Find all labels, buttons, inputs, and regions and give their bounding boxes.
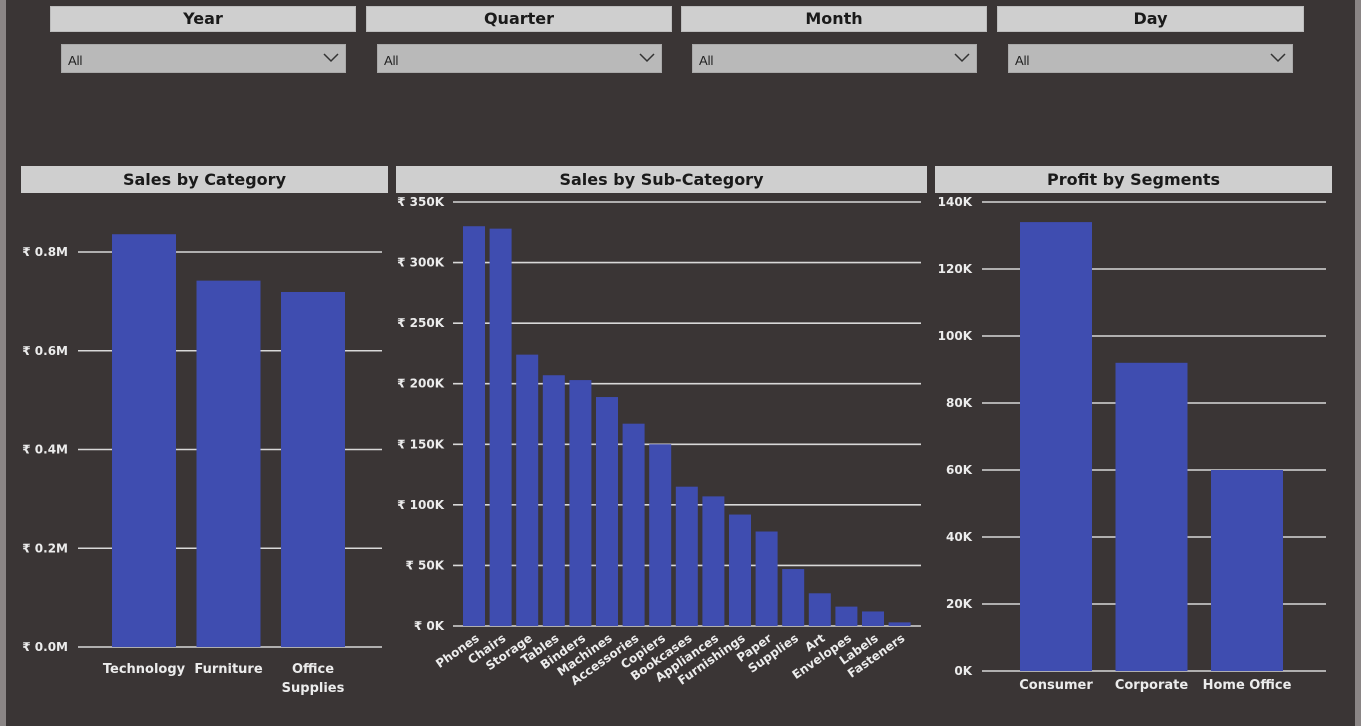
y-tick-label: 120K [938,262,973,276]
bar-copiers[interactable] [649,444,672,626]
chevron-down-icon [639,53,655,63]
bar-paper[interactable] [755,531,778,626]
bar-labels[interactable] [862,611,884,626]
bar-chairs[interactable] [489,228,512,626]
y-tick-label: ₹ 0.4M [22,443,68,457]
bar-corporate[interactable] [1115,362,1188,671]
chart-title-profit-by-segments: Profit by Segments [935,166,1332,193]
slicer-day-header: Day [997,6,1304,32]
slicer-day-value: All [1015,53,1030,68]
y-tick-label: ₹ 0.8M [22,245,68,259]
chevron-down-icon [1270,53,1286,63]
bar-bookcases[interactable] [675,486,698,626]
x-tick-label: Consumer [1019,678,1093,693]
slicer-day-dropdown[interactable]: All [1008,44,1293,73]
bar-office-supplies[interactable] [281,291,345,647]
slicer-quarter-dropdown[interactable]: All [377,44,662,73]
slicer-month-header: Month [681,6,987,32]
y-tick-label: ₹ 0K [414,619,445,633]
bar-consumer[interactable] [1020,222,1092,671]
x-tick-label: Office Supplies [282,662,345,696]
bar-furniture[interactable] [196,280,261,647]
bar-accessories[interactable] [622,423,645,626]
bar-machines[interactable] [596,397,618,626]
y-tick-label: ₹ 250K [397,316,445,330]
slicer-month-value: All [699,53,714,68]
window-frame-right [1355,0,1361,726]
chart-title-sales-by-subcategory: Sales by Sub-Category [396,166,927,193]
y-tick-label: ₹ 0.0M [22,640,68,654]
y-tick-label: ₹ 150K [397,437,445,451]
bar-home-office[interactable] [1211,470,1283,671]
slicer-year-header: Year [50,6,356,32]
slicer-month-dropdown[interactable]: All [692,44,977,73]
slicer-quarter-value: All [384,53,399,68]
x-tick-label: Furniture [194,662,262,677]
chevron-down-icon [323,53,339,63]
slicer-year-value: All [68,53,83,68]
bar-supplies[interactable] [782,569,805,626]
y-tick-label: ₹ 100K [397,498,445,512]
chart-title-sales-by-category: Sales by Category [21,166,388,193]
x-tick-label: Technology [103,662,186,677]
x-tick-label: Corporate [1115,678,1189,693]
y-tick-label: ₹ 50K [405,558,444,572]
window-frame-left [0,0,6,726]
y-tick-label: ₹ 0.6M [22,344,68,358]
chevron-down-icon [954,53,970,63]
bar-tables[interactable] [542,375,565,626]
bar-storage[interactable] [516,354,539,626]
y-tick-label: 60K [946,463,973,477]
x-tick-label: Home Office [1203,678,1292,693]
bar-phones[interactable] [463,226,485,626]
bar-furnishings[interactable] [729,514,751,626]
y-tick-label: ₹ 0.2M [22,541,68,555]
y-tick-label: 40K [946,530,973,544]
bar-fasteners[interactable] [888,622,911,626]
y-tick-label: 100K [938,329,973,343]
y-tick-label: 0K [954,664,972,678]
bar-art[interactable] [808,593,831,626]
bar-appliances[interactable] [702,496,725,626]
y-tick-label: 140K [938,195,973,209]
slicer-year-dropdown[interactable]: All [61,44,346,73]
bar-envelopes[interactable] [835,606,858,626]
y-tick-label: 80K [946,396,973,410]
y-tick-label: ₹ 200K [397,377,445,391]
y-tick-label: ₹ 300K [397,256,445,270]
bar-binders[interactable] [569,380,592,626]
y-tick-label: ₹ 350K [397,195,445,209]
slicer-quarter-header: Quarter [366,6,672,32]
bar-technology[interactable] [112,234,176,647]
y-tick-label: 20K [946,597,973,611]
